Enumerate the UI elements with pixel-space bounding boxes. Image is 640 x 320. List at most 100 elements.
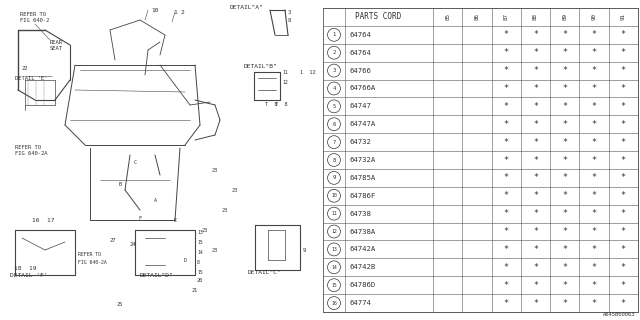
Text: *: * bbox=[621, 281, 626, 290]
Text: *: * bbox=[563, 102, 567, 111]
Text: 6: 6 bbox=[332, 122, 335, 127]
Text: PARTS CORD: PARTS CORD bbox=[355, 12, 401, 21]
Text: 23: 23 bbox=[202, 228, 208, 233]
Text: 11: 11 bbox=[331, 211, 337, 216]
Text: 10: 10 bbox=[151, 8, 159, 13]
Text: 21: 21 bbox=[192, 287, 198, 292]
Text: *: * bbox=[504, 173, 509, 182]
Text: *: * bbox=[563, 173, 567, 182]
Text: *: * bbox=[504, 281, 509, 290]
Text: 64766: 64766 bbox=[349, 68, 371, 74]
Text: *: * bbox=[621, 30, 626, 39]
Text: 1: 1 bbox=[332, 32, 335, 37]
Text: 90: 90 bbox=[591, 13, 596, 20]
Text: *: * bbox=[591, 156, 596, 164]
Text: 88: 88 bbox=[533, 13, 538, 20]
Text: 2: 2 bbox=[180, 10, 184, 15]
Text: 7: 7 bbox=[332, 140, 335, 145]
Text: 8: 8 bbox=[197, 260, 200, 265]
Text: *: * bbox=[591, 227, 596, 236]
Text: *: * bbox=[533, 227, 538, 236]
Bar bbox=[323, 8, 638, 312]
Text: 1: 1 bbox=[173, 10, 177, 15]
Text: REFER TO: REFER TO bbox=[15, 145, 41, 150]
Text: *: * bbox=[563, 48, 567, 57]
Text: 13: 13 bbox=[197, 230, 203, 235]
Text: 20: 20 bbox=[197, 277, 203, 283]
Text: *: * bbox=[563, 138, 567, 147]
Text: 64742B: 64742B bbox=[349, 264, 375, 270]
Text: *: * bbox=[621, 66, 626, 75]
Text: *: * bbox=[621, 173, 626, 182]
Text: 64786F: 64786F bbox=[349, 193, 375, 199]
Text: *: * bbox=[563, 66, 567, 75]
Text: *: * bbox=[533, 173, 538, 182]
Text: *: * bbox=[533, 209, 538, 218]
Text: *: * bbox=[591, 120, 596, 129]
Text: 91: 91 bbox=[621, 13, 626, 20]
Text: T  8: T 8 bbox=[265, 101, 278, 107]
Text: 64738: 64738 bbox=[349, 211, 371, 217]
Text: *: * bbox=[504, 156, 509, 164]
Text: *: * bbox=[504, 299, 509, 308]
Text: DETAIL"B": DETAIL"B" bbox=[244, 64, 278, 69]
Text: 18  19: 18 19 bbox=[14, 266, 36, 270]
Text: *: * bbox=[504, 84, 509, 93]
Text: *: * bbox=[563, 299, 567, 308]
Text: FIG 640-2A: FIG 640-2A bbox=[78, 260, 107, 265]
Text: 3: 3 bbox=[332, 68, 335, 73]
Text: 89: 89 bbox=[563, 13, 567, 20]
Text: DETAIL"A": DETAIL"A" bbox=[230, 5, 264, 10]
Text: 23: 23 bbox=[232, 188, 238, 193]
Text: 64732A: 64732A bbox=[349, 157, 375, 163]
Text: *: * bbox=[533, 48, 538, 57]
Text: 22: 22 bbox=[22, 66, 29, 70]
Text: 13: 13 bbox=[331, 247, 337, 252]
Text: D: D bbox=[184, 258, 187, 262]
Text: 24: 24 bbox=[130, 243, 136, 247]
Text: A: A bbox=[154, 197, 157, 203]
Text: 23: 23 bbox=[222, 207, 228, 212]
Text: 5: 5 bbox=[332, 104, 335, 109]
Text: 64747: 64747 bbox=[349, 103, 371, 109]
Text: *: * bbox=[621, 227, 626, 236]
Text: *: * bbox=[563, 84, 567, 93]
Text: *: * bbox=[621, 191, 626, 200]
Text: *: * bbox=[504, 245, 509, 254]
Text: 64786D: 64786D bbox=[349, 282, 375, 288]
Text: *: * bbox=[621, 299, 626, 308]
Text: *: * bbox=[621, 120, 626, 129]
Text: *: * bbox=[504, 191, 509, 200]
Text: DETAIL 'F': DETAIL 'F' bbox=[10, 273, 47, 278]
Text: C: C bbox=[133, 159, 136, 164]
Text: 27: 27 bbox=[110, 237, 116, 243]
Text: *: * bbox=[504, 102, 509, 111]
Text: 12: 12 bbox=[331, 229, 337, 234]
Text: *: * bbox=[621, 156, 626, 164]
Text: 12: 12 bbox=[282, 79, 288, 84]
Text: F: F bbox=[138, 215, 141, 220]
Text: *: * bbox=[533, 102, 538, 111]
Text: 11: 11 bbox=[282, 69, 288, 75]
Text: A645B00063: A645B00063 bbox=[602, 312, 635, 317]
Text: *: * bbox=[504, 66, 509, 75]
Text: *: * bbox=[563, 263, 567, 272]
Text: REAR: REAR bbox=[50, 40, 63, 45]
Text: SEAT: SEAT bbox=[50, 46, 63, 51]
Text: REFER TO: REFER TO bbox=[20, 12, 46, 17]
Bar bbox=[0, 0, 322, 320]
Text: *: * bbox=[591, 299, 596, 308]
Text: 25: 25 bbox=[117, 302, 123, 308]
Text: *: * bbox=[504, 227, 509, 236]
Text: 16: 16 bbox=[331, 300, 337, 306]
Text: 4: 4 bbox=[332, 86, 335, 91]
Text: *: * bbox=[591, 281, 596, 290]
Text: *: * bbox=[504, 138, 509, 147]
Text: 23: 23 bbox=[212, 247, 218, 252]
Text: 1  12: 1 12 bbox=[300, 69, 316, 75]
Text: *: * bbox=[533, 66, 538, 75]
Text: FIG 640-2: FIG 640-2 bbox=[20, 18, 49, 23]
Text: 87: 87 bbox=[504, 13, 509, 20]
Text: 15: 15 bbox=[197, 240, 203, 245]
Text: *: * bbox=[533, 263, 538, 272]
